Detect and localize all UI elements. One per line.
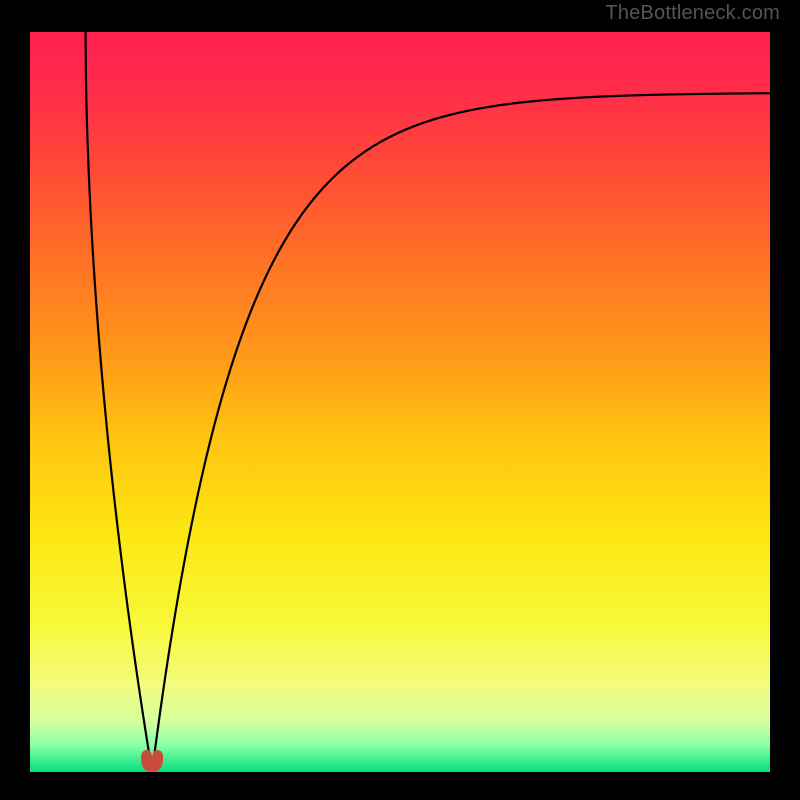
bottleneck-chart: [0, 0, 800, 800]
plot-background: [30, 32, 770, 772]
watermark-text: TheBottleneck.com: [605, 2, 780, 25]
